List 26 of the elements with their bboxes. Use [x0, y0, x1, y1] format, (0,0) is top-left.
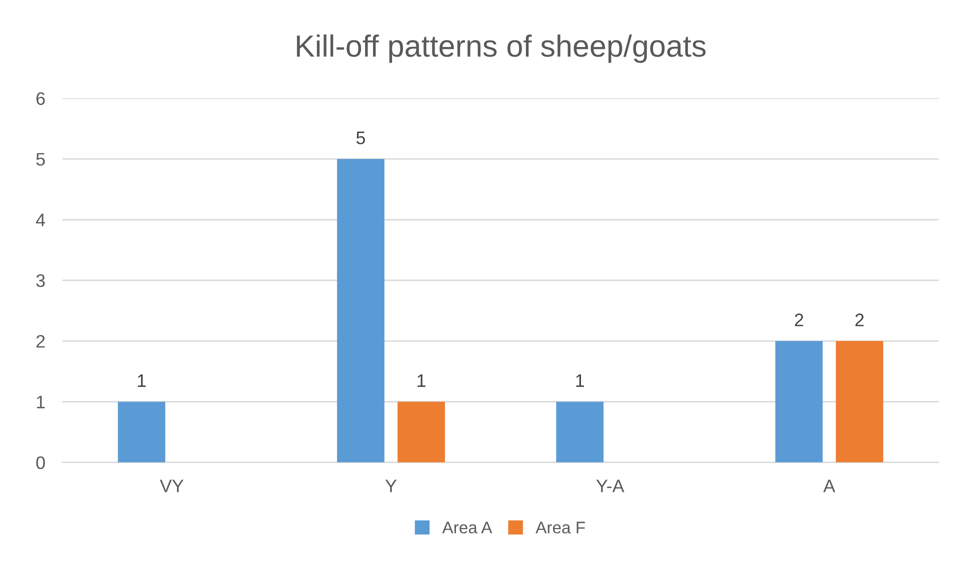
y-tick-label: 0 — [36, 456, 45, 470]
y-tick-label: 5 — [36, 153, 45, 166]
bar — [337, 158, 384, 462]
data-label: 1 — [418, 374, 426, 387]
chart-title: Kill-off patterns of sheep/goats — [296, 34, 706, 63]
y-tick-label: 6 — [36, 92, 45, 105]
x-tick-label: A — [823, 480, 836, 492]
data-label: 5 — [356, 132, 365, 144]
data-label: 2 — [794, 314, 804, 326]
data-label: 1 — [138, 374, 146, 387]
x-tick-label: Y-A — [596, 480, 624, 492]
y-tick-label: 2 — [36, 334, 45, 348]
x-tick-label: VY — [160, 480, 184, 492]
bar — [836, 341, 884, 462]
bar — [118, 402, 166, 462]
y-tick-label: 1 — [36, 396, 45, 408]
bar — [398, 402, 445, 462]
x-tick-label: Y — [385, 480, 397, 492]
y-tick-label: 3 — [36, 274, 45, 288]
data-label: 1 — [576, 374, 584, 387]
bar — [775, 341, 823, 462]
legend-label: Area F — [536, 522, 585, 534]
legend-label: Area A — [442, 522, 492, 534]
data-label: 2 — [855, 314, 864, 326]
bar — [556, 402, 604, 462]
y-tick-label: 4 — [36, 214, 46, 226]
